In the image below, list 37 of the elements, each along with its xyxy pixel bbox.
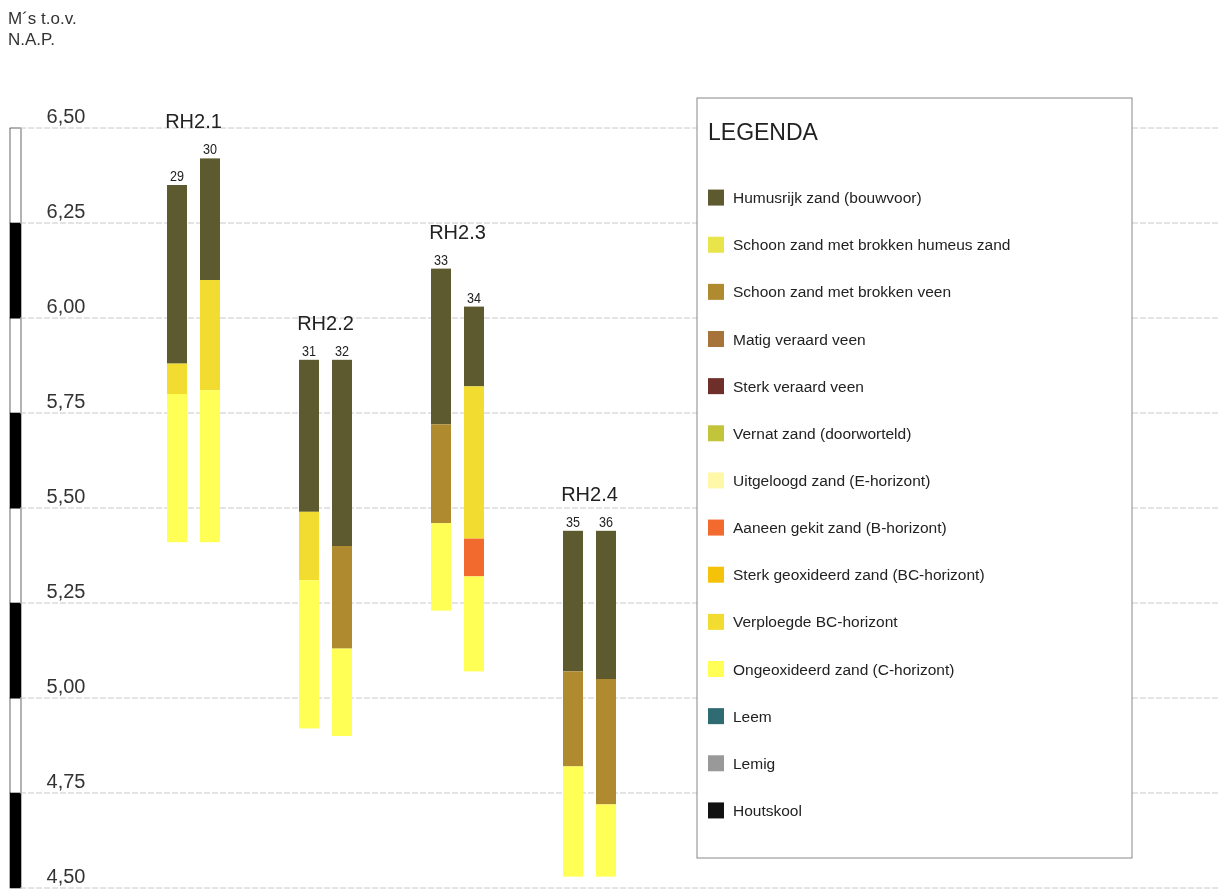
- y-axis-title: M´s t.o.v. N.A.P.: [8, 9, 77, 49]
- y-tick-label: 6,50: [46, 105, 86, 127]
- legend-label: Schoon zand met brokken veen: [733, 283, 951, 301]
- legend-title: LEGENDA: [708, 119, 819, 145]
- legend-label: Leem: [733, 707, 772, 725]
- legend-label: Sterk veraard veen: [733, 377, 864, 395]
- y-tick-label: 6,00: [46, 295, 86, 317]
- y-tick-label: 4,75: [46, 770, 86, 792]
- legend-label: Humusrijk zand (bouwvoor): [733, 189, 922, 207]
- x-tick-label: 31: [302, 341, 319, 359]
- annotation: RH2.4: [561, 482, 618, 505]
- x-tick-label: 35: [566, 512, 583, 530]
- y-tick-label: 6,25: [46, 200, 86, 222]
- legend-label: Lemig: [733, 754, 776, 772]
- x-tick-label: 36: [599, 512, 616, 530]
- legend-label: Ongeoxideerd zand (C-horizont): [733, 660, 955, 678]
- annotation: RH2.1: [165, 110, 222, 133]
- legend-label: Matig veraard veen: [733, 330, 866, 348]
- y-tick-label: 5,25: [46, 580, 86, 602]
- annotation: RH2.2: [297, 311, 354, 334]
- y-tick-label: 5,50: [46, 485, 86, 507]
- y-tick-label: 5,00: [46, 675, 86, 697]
- legend-label: Uitgeloogd zand (E-horizont): [733, 471, 931, 489]
- y-tick-label: 5,75: [46, 390, 86, 412]
- legend-label: Sterk geoxideerd zand (BC-horizont): [733, 566, 985, 584]
- x-tick-label: 32: [335, 341, 352, 359]
- y-tick-label: 4,50: [46, 865, 86, 887]
- legend-label: Vernat zand (doorworteld): [733, 424, 912, 442]
- legend-label: Aaneen gekit zand (B-horizont): [733, 519, 947, 537]
- x-tick-label: 30: [203, 140, 220, 158]
- x-tick-label: 34: [467, 288, 484, 306]
- x-tick-label: 33: [434, 250, 451, 268]
- x-tick-label: 29: [170, 167, 187, 184]
- legend-label: Schoon zand met brokken humeus zand: [733, 236, 1011, 254]
- legend-label: Verploegde BC-horizont: [733, 613, 899, 631]
- legend-label: Houtskool: [733, 801, 802, 819]
- annotation: RH2.3: [429, 220, 486, 243]
